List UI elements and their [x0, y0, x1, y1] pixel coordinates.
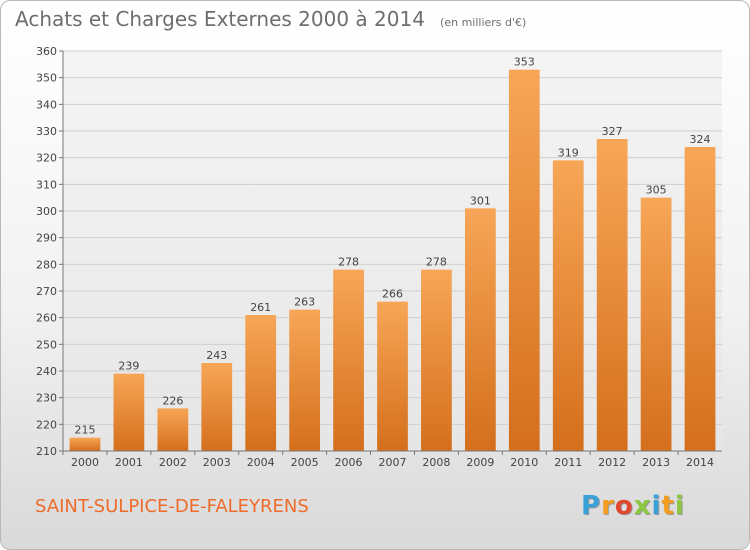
- value-label-2009: 301: [470, 194, 491, 207]
- x-tick-label-2004: 2004: [247, 456, 275, 469]
- bar-2000: [69, 437, 101, 451]
- x-tick-label-2014: 2014: [686, 456, 714, 469]
- bar-2011: [552, 160, 584, 452]
- x-tick-label-2008: 2008: [422, 456, 450, 469]
- logo-letter: P: [581, 491, 602, 521]
- bar-2005: [289, 309, 321, 451]
- x-tick-label-2000: 2000: [71, 456, 99, 469]
- x-tick-label-2003: 2003: [203, 456, 231, 469]
- bar-2006: [333, 269, 364, 451]
- x-tick-label-2007: 2007: [379, 456, 407, 469]
- bar-series: 215 239 226 243 261 263 278 266 278 301 353 319 327 3…: [69, 56, 716, 452]
- y-axis-labels: 210 220 230 240 250 260 270 280 290 300 310 320 330 3…: [36, 45, 63, 458]
- y-tick-label: 300: [36, 205, 57, 218]
- y-tick-label: 210: [36, 445, 57, 458]
- x-axis-labels: 2000 2001 2002 2003 2004 2005 2006 2007 2008 2009…: [62, 451, 714, 469]
- y-tick-label: 270: [36, 285, 57, 298]
- value-label-2010: 353: [514, 56, 535, 69]
- logo-letter: t: [661, 491, 675, 521]
- value-label-2014: 324: [690, 133, 711, 146]
- x-tick-label-2013: 2013: [642, 456, 670, 469]
- y-tick-label: 320: [36, 152, 57, 165]
- y-tick-label: 290: [36, 232, 57, 245]
- y-tick-label: 240: [36, 365, 57, 378]
- bar-2007: [377, 301, 408, 451]
- value-label-2006: 278: [338, 256, 359, 269]
- logo-letter: x: [633, 491, 652, 521]
- value-label-2004: 261: [250, 301, 271, 314]
- x-tick-label-2006: 2006: [335, 456, 363, 469]
- y-tick-label: 260: [36, 312, 57, 325]
- x-tick-label-2005: 2005: [291, 456, 319, 469]
- value-label-2000: 215: [74, 424, 95, 437]
- bar-2014: [684, 147, 716, 451]
- x-tick-label-2011: 2011: [554, 456, 582, 469]
- x-tick-label-2009: 2009: [466, 456, 494, 469]
- y-tick-label: 280: [36, 258, 57, 271]
- value-label-2007: 266: [382, 288, 403, 301]
- bar-2013: [640, 197, 672, 451]
- value-label-2001: 239: [118, 360, 139, 373]
- x-tick-label-2012: 2012: [598, 456, 626, 469]
- logo-letter: o: [614, 491, 634, 521]
- bar-2004: [245, 315, 277, 451]
- x-tick-label-2010: 2010: [510, 456, 538, 469]
- bar-2002: [157, 408, 189, 451]
- bar-2003: [201, 363, 233, 451]
- value-label-2002: 226: [162, 394, 183, 407]
- y-tick-label: 250: [36, 338, 57, 351]
- unit-text: (en milliers d'€): [440, 16, 527, 29]
- logo-letter: i: [651, 491, 662, 521]
- logo-letter: r: [601, 491, 615, 521]
- bar-2010: [508, 69, 540, 452]
- commune-name: SAINT-SULPICE-DE-FALEYRENS: [35, 496, 309, 517]
- x-tick-label-2001: 2001: [115, 456, 143, 469]
- value-label-2005: 263: [294, 296, 315, 309]
- proxiti-logo: Proxiti: [581, 491, 685, 521]
- bar-2009: [464, 208, 496, 451]
- y-tick-label: 350: [36, 72, 57, 85]
- y-tick-label: 330: [36, 125, 57, 138]
- chart-title: Achats et Charges Externes 2000 à 2014 (…: [15, 7, 526, 31]
- value-label-2003: 243: [206, 349, 227, 362]
- value-label-2011: 319: [558, 146, 579, 159]
- logo-letter: i: [674, 491, 685, 521]
- x-tick-label-2002: 2002: [159, 456, 187, 469]
- value-label-2013: 305: [646, 184, 667, 197]
- y-tick-label: 360: [36, 45, 57, 58]
- y-tick-label: 220: [36, 418, 57, 431]
- value-label-2012: 327: [602, 125, 623, 138]
- y-tick-label: 310: [36, 178, 57, 191]
- y-tick-label: 230: [36, 392, 57, 405]
- bar-2008: [421, 269, 452, 451]
- title-text: Achats et Charges Externes 2000 à 2014: [15, 7, 425, 31]
- y-tick-label: 340: [36, 98, 57, 111]
- value-label-2008: 278: [426, 256, 447, 269]
- bar-2001: [113, 373, 145, 451]
- bar-2012: [596, 139, 628, 451]
